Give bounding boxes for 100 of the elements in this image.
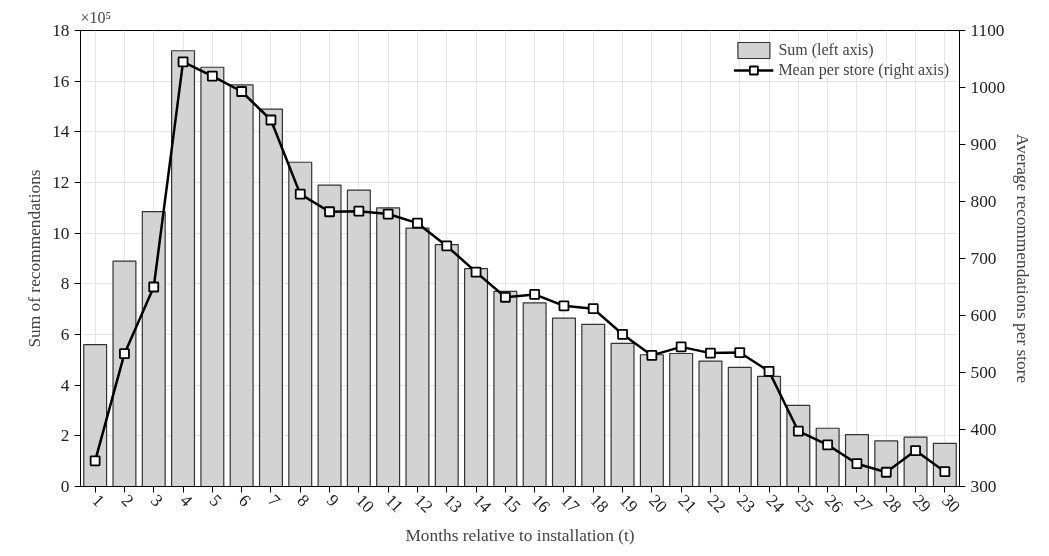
y-tick-label: 18: [52, 21, 70, 40]
x-tick-label: 27: [850, 490, 877, 517]
bar: [551, 317, 576, 487]
y-tick-label: 14: [52, 122, 70, 142]
point: [617, 328, 628, 340]
y2-tick-label: 1100: [970, 21, 1005, 40]
y2-tick-label: 800: [970, 192, 997, 211]
point: [499, 291, 511, 303]
x-tick-label: 1: [88, 490, 108, 511]
point: [441, 240, 453, 252]
point: [705, 347, 716, 359]
point: [529, 289, 541, 300]
point: [206, 70, 218, 82]
point: [382, 208, 394, 220]
y-tick-label: 0: [60, 477, 70, 496]
bar: [522, 302, 547, 487]
x-tick-label: 10: [352, 490, 378, 517]
text: ×10⁵: [80, 8, 112, 26]
bar: [229, 84, 254, 487]
x-tick-label: 26: [820, 490, 847, 517]
point: [792, 425, 804, 437]
bar: [698, 360, 723, 487]
point: [851, 458, 863, 470]
bar: [346, 189, 371, 487]
x-tick-label: 25: [791, 490, 818, 517]
y2-axis-title: Average recommendations per store: [1013, 133, 1033, 384]
bar: [317, 184, 342, 487]
y2-tick-label: 900: [970, 135, 997, 154]
x-tick-label: 24: [762, 490, 789, 517]
x-tick-label: 5: [205, 490, 226, 511]
bar: [288, 161, 313, 487]
x-tick-label: 20: [645, 490, 671, 517]
x-tick-label: 6: [234, 490, 255, 511]
point: [822, 439, 834, 451]
y-tick-label: 10: [52, 223, 70, 243]
bar: [141, 211, 166, 487]
bar: [639, 354, 664, 487]
bar: [464, 268, 489, 487]
bar: [258, 108, 283, 487]
point: [148, 281, 160, 293]
bar: [171, 50, 196, 487]
point: [646, 350, 658, 361]
y-tick-label: 2: [60, 426, 70, 446]
legend-label: Mean per store (right axis): [778, 61, 949, 79]
point: [177, 56, 189, 68]
x-tick-label: 29: [908, 490, 935, 517]
bar: [610, 342, 635, 487]
bar: [669, 352, 694, 487]
point: [294, 188, 306, 200]
x-tick-label: 11: [381, 490, 407, 517]
bar: [200, 66, 225, 487]
y2-tick-label: 500: [970, 363, 997, 382]
bar: [112, 260, 137, 487]
x-tick-label: 14: [469, 490, 496, 517]
bar: [434, 243, 459, 487]
bar: [83, 344, 108, 487]
y2-tick-label: 700: [970, 249, 997, 268]
point: [734, 347, 746, 358]
x-tick-label: 13: [440, 490, 466, 517]
bar: [376, 207, 401, 487]
bar: [581, 323, 606, 487]
y-tick-label: 8: [60, 274, 70, 294]
point: [470, 266, 482, 278]
point: [89, 455, 101, 467]
x-tick-label: 23: [733, 490, 759, 517]
point: [675, 341, 687, 353]
x-tick-label: 18: [586, 490, 613, 517]
y2-tick-label: 600: [970, 306, 997, 325]
y2-tick-label: 1000: [970, 78, 1006, 97]
point: [119, 348, 130, 360]
bar: [493, 290, 518, 487]
x-tick-label: 2: [117, 490, 138, 511]
y2-tick-label: 400: [970, 420, 997, 439]
point: [587, 303, 599, 315]
point: [412, 217, 423, 229]
point: [910, 445, 921, 456]
point: [324, 206, 335, 218]
legend-label: Sum (left axis): [778, 41, 874, 59]
x-tick-label: 22: [703, 490, 730, 517]
bar: [405, 227, 430, 487]
point: [763, 365, 775, 377]
point: [939, 466, 951, 478]
x-tick-label: 3: [147, 490, 167, 511]
x-tick-label: 7: [264, 490, 285, 511]
y-tick-label: 16: [52, 71, 70, 91]
y-tick-label: 6: [60, 325, 70, 344]
x-tick-label: 17: [557, 490, 584, 517]
x-tick-label: 16: [527, 490, 554, 517]
x-tick-label: 30: [938, 490, 964, 517]
point: [353, 205, 365, 217]
x-tick-label: 8: [293, 490, 314, 511]
y-tick-label: 4: [60, 375, 70, 395]
point: [558, 300, 570, 312]
x-tick-label: 15: [498, 490, 525, 517]
x-tick-label: 4: [176, 490, 197, 511]
x-tick-label: 12: [410, 490, 437, 517]
y2-tick-label: 300: [970, 477, 997, 496]
bar: [727, 366, 752, 487]
point: [236, 86, 248, 97]
x-tick-label: 21: [674, 490, 701, 517]
